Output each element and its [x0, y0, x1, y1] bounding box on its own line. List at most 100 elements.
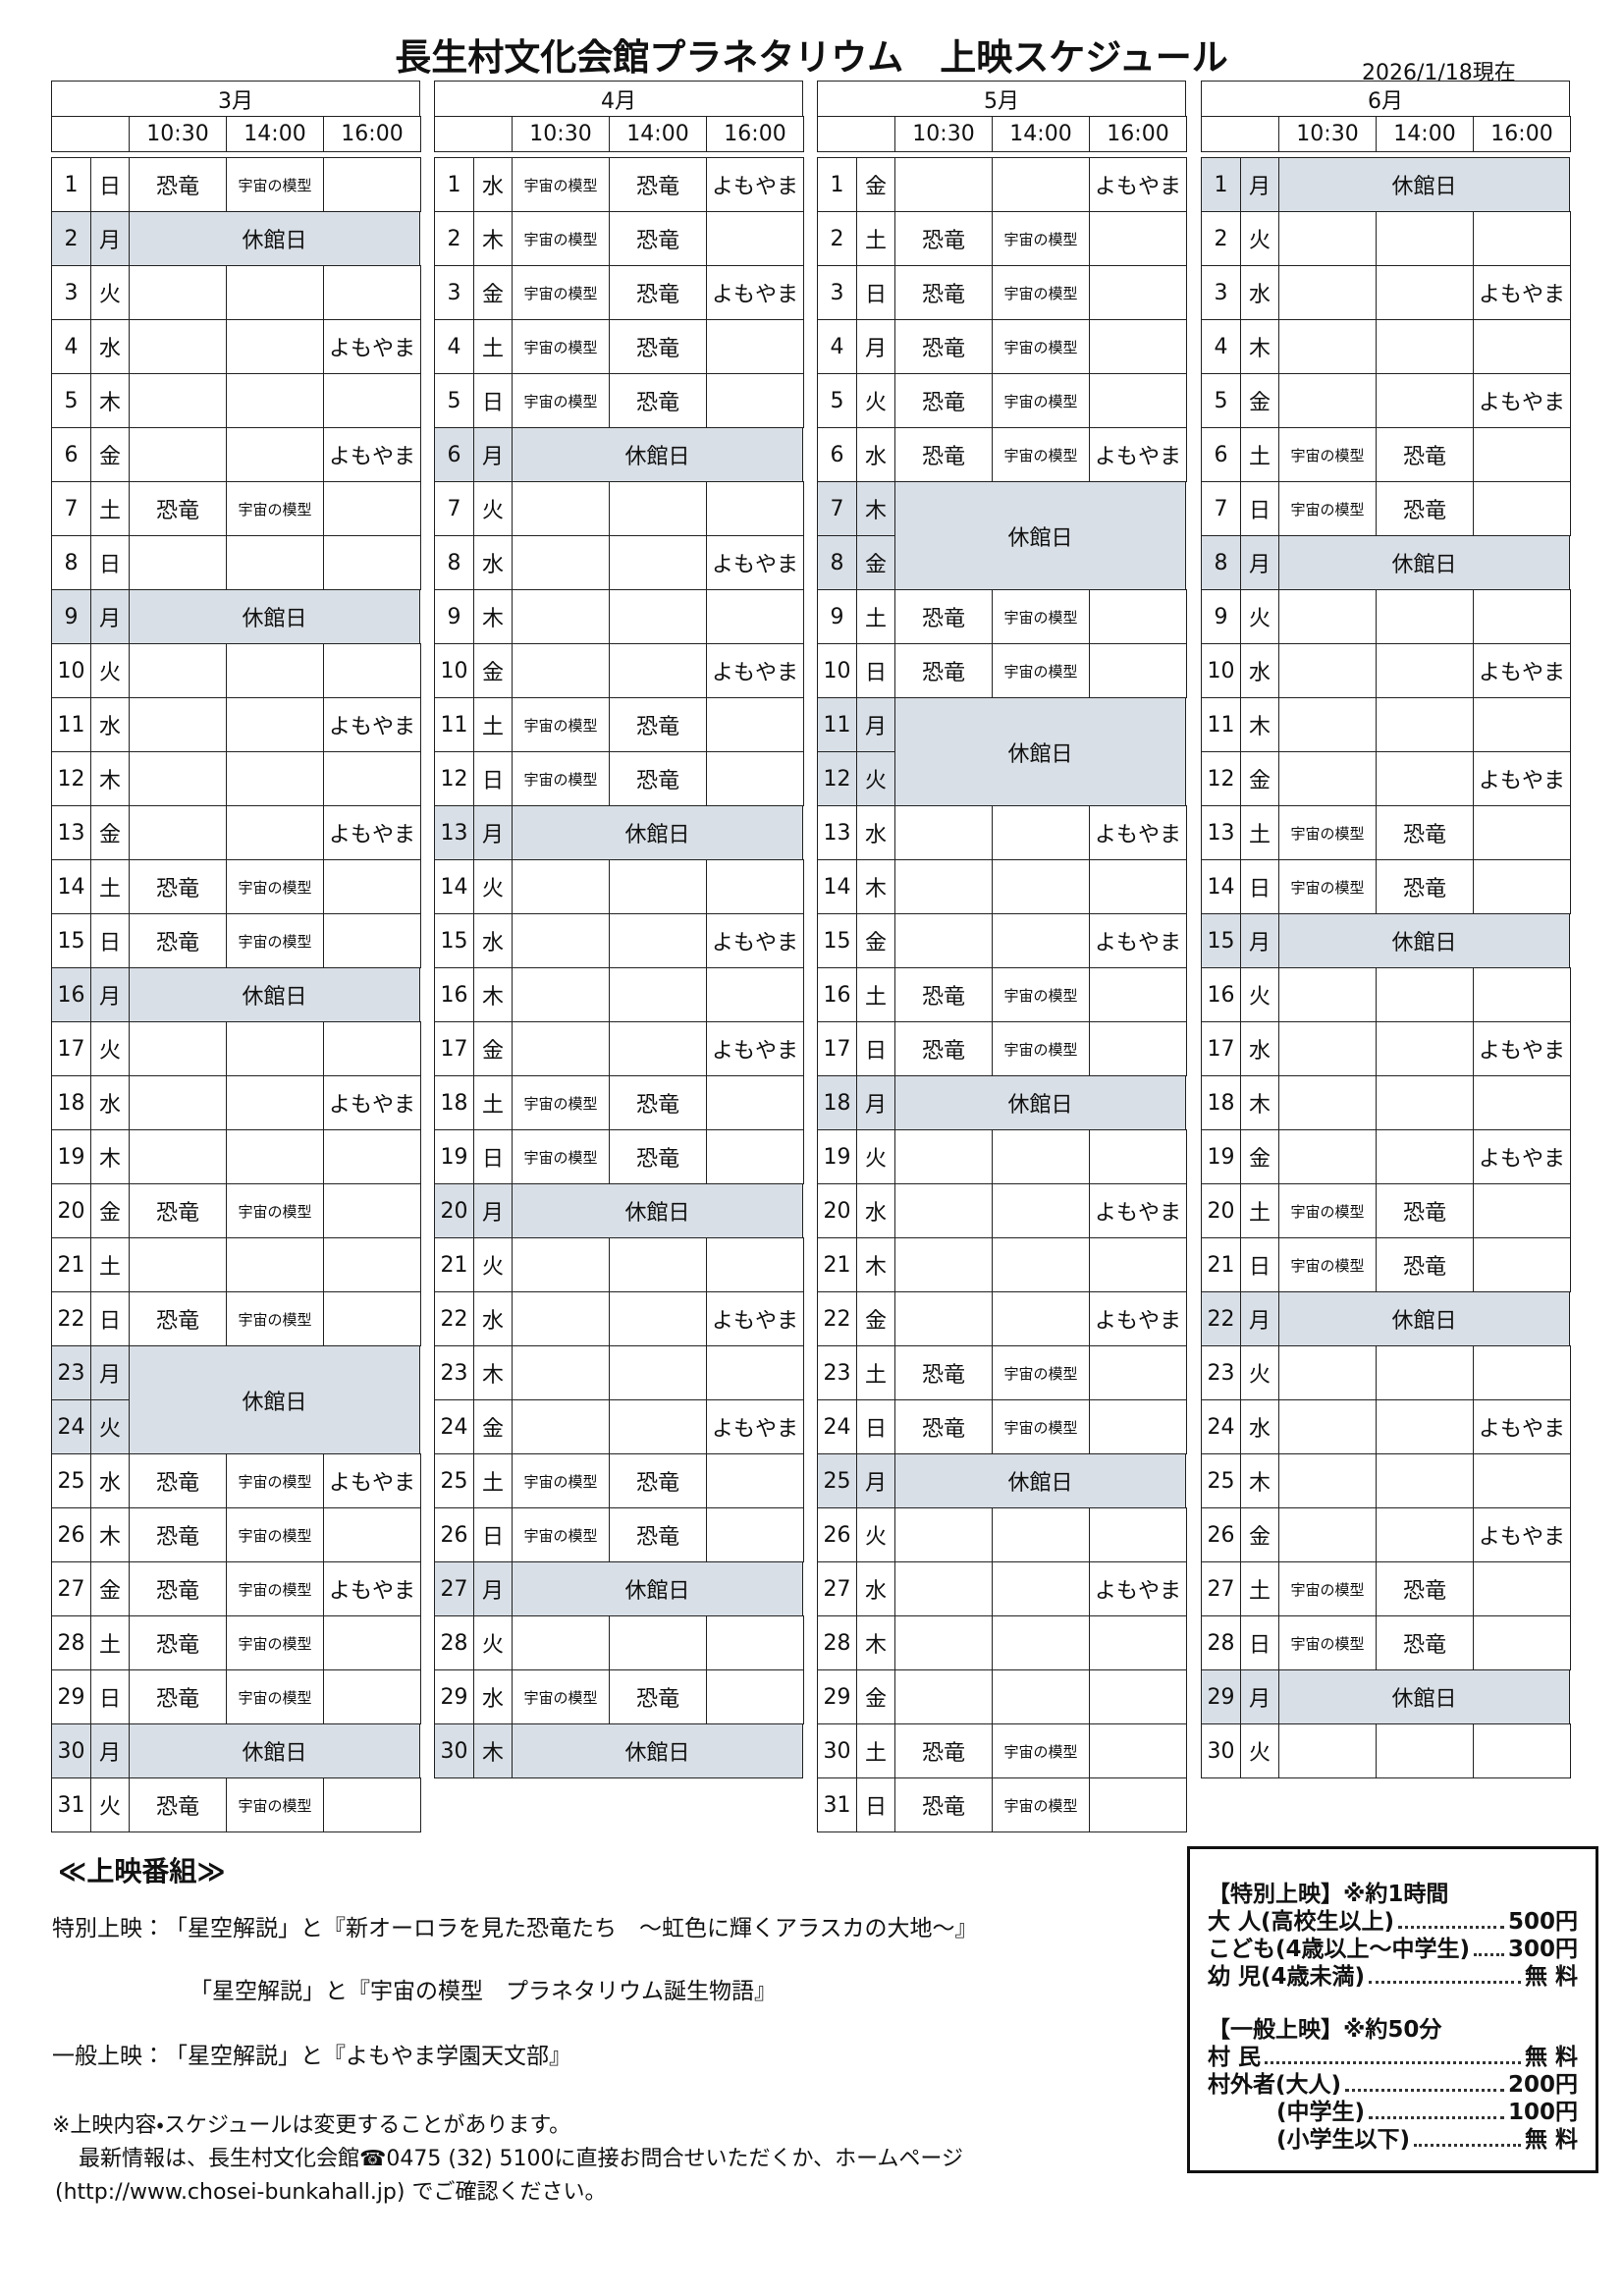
day: 8 — [51, 535, 91, 590]
day: 25 — [51, 1453, 91, 1508]
show — [894, 805, 993, 860]
day: 9 — [434, 589, 474, 644]
weekday: 金 — [1240, 1129, 1279, 1184]
show — [609, 1237, 707, 1292]
price-value: 300円 — [1507, 1937, 1578, 1962]
show — [1376, 1345, 1474, 1400]
day: 9 — [1201, 589, 1241, 644]
show — [512, 643, 610, 698]
day: 31 — [51, 1777, 91, 1832]
show: 恐竜 — [1376, 481, 1474, 536]
day: 29 — [51, 1669, 91, 1724]
weekday: 金 — [856, 913, 895, 968]
day: 28 — [1201, 1615, 1241, 1670]
show: 宇宙の模型 — [512, 1507, 610, 1562]
weekday: 月 — [856, 697, 895, 752]
show — [992, 1291, 1090, 1346]
weekday: 月 — [90, 1723, 130, 1778]
day: 27 — [51, 1561, 91, 1616]
weekday: 日 — [90, 1669, 130, 1724]
show — [226, 643, 324, 698]
day: 29 — [1201, 1669, 1241, 1724]
weekday: 日 — [856, 265, 895, 320]
day: 8 — [817, 535, 857, 590]
show: 恐竜 — [609, 1453, 707, 1508]
show — [706, 589, 804, 644]
weekday: 火 — [1240, 967, 1279, 1022]
day: 30 — [51, 1723, 91, 1778]
show: よもやま — [706, 913, 804, 968]
weekday: 水 — [1240, 1399, 1279, 1454]
day: 20 — [434, 1183, 474, 1238]
day: 2 — [1201, 211, 1241, 266]
day: 21 — [434, 1237, 474, 1292]
weekday: 金 — [856, 1669, 895, 1724]
show — [706, 1615, 804, 1670]
closed: 休館日 — [894, 697, 1186, 806]
show: よもやま — [1473, 1129, 1571, 1184]
weekday: 土 — [856, 211, 895, 266]
show — [323, 535, 421, 590]
show: 恐竜 — [894, 373, 993, 428]
show: 恐竜 — [894, 1777, 993, 1832]
show — [1376, 1075, 1474, 1130]
show: 宇宙の模型 — [226, 481, 324, 536]
show: 恐竜 — [1376, 1237, 1474, 1292]
weekday: 金 — [1240, 751, 1279, 806]
price-line: 村外者(大人) 200円 — [1208, 2065, 1578, 2098]
day: 4 — [51, 319, 91, 374]
note: ※上映内容・スケジュールは変更することがあります。 — [52, 2113, 571, 2138]
show: 宇宙の模型 — [512, 1669, 610, 1724]
weekday: 日 — [473, 1129, 513, 1184]
show — [323, 1777, 421, 1832]
day: 2 — [434, 211, 474, 266]
show — [706, 859, 804, 914]
weekday: 金 — [1240, 373, 1279, 428]
show: 宇宙の模型 — [512, 265, 610, 320]
price-label: こども(4歳以上～中学生) — [1208, 1937, 1471, 1962]
show: 恐竜 — [1376, 427, 1474, 482]
show — [1089, 1615, 1187, 1670]
weekday: 月 — [473, 1183, 513, 1238]
show — [609, 913, 707, 968]
show: 宇宙の模型 — [1278, 1237, 1377, 1292]
show: 恐竜 — [129, 1777, 227, 1832]
show: 宇宙の模型 — [226, 1777, 324, 1832]
show: 宇宙の模型 — [512, 1129, 610, 1184]
show — [129, 265, 227, 320]
show: よもやま — [323, 1075, 421, 1130]
show: よもやま — [1473, 751, 1571, 806]
show: 恐竜 — [894, 589, 993, 644]
weekday: 土 — [90, 859, 130, 914]
time-header: 16:00 — [323, 116, 421, 152]
leader — [1474, 1953, 1504, 1956]
show: よもやま — [1089, 1183, 1187, 1238]
show — [609, 1291, 707, 1346]
day: 2 — [817, 211, 857, 266]
day: 10 — [434, 643, 474, 698]
day: 16 — [51, 967, 91, 1022]
month-header: 6月 — [1201, 81, 1570, 117]
day: 12 — [1201, 751, 1241, 806]
show: よもやま — [1473, 373, 1571, 428]
show — [1089, 211, 1187, 266]
weekday: 木 — [90, 751, 130, 806]
show — [512, 1345, 610, 1400]
weekday: 木 — [856, 1615, 895, 1670]
show — [1278, 373, 1377, 428]
price-heading: 【特別上映】※約1時間 — [1208, 1882, 1449, 1907]
time-header: 16:00 — [706, 116, 804, 152]
show — [1278, 643, 1377, 698]
weekday: 火 — [90, 1399, 130, 1454]
weekday: 金 — [473, 643, 513, 698]
day: 21 — [817, 1237, 857, 1292]
show — [512, 967, 610, 1022]
show — [1376, 1021, 1474, 1076]
show — [1376, 373, 1474, 428]
show — [894, 1615, 993, 1670]
show: 恐竜 — [894, 1723, 993, 1778]
weekday: 水 — [1240, 1021, 1279, 1076]
weekday: 日 — [90, 157, 130, 212]
show: 宇宙の模型 — [1278, 859, 1377, 914]
day: 27 — [434, 1561, 474, 1616]
